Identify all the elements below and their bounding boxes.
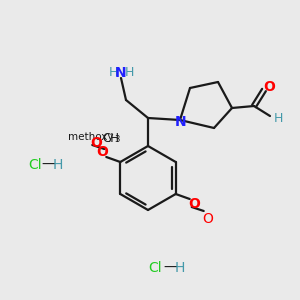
Text: O: O: [188, 197, 200, 211]
Text: methoxy: methoxy: [68, 132, 113, 142]
Text: —: —: [163, 261, 177, 275]
Text: O: O: [90, 136, 102, 150]
Text: O: O: [202, 212, 213, 226]
Text: O: O: [96, 145, 108, 159]
Text: H: H: [53, 158, 63, 172]
Text: N: N: [175, 115, 187, 129]
Text: O: O: [263, 80, 275, 94]
Text: Cl: Cl: [148, 261, 162, 275]
Text: —: —: [41, 158, 55, 172]
Text: H: H: [124, 67, 134, 80]
Text: H: H: [175, 261, 185, 275]
Text: H: H: [273, 112, 283, 124]
Text: 3: 3: [114, 136, 120, 145]
Text: CH: CH: [102, 131, 119, 145]
Text: Cl: Cl: [28, 158, 42, 172]
Text: N: N: [115, 66, 127, 80]
Text: H: H: [108, 67, 118, 80]
